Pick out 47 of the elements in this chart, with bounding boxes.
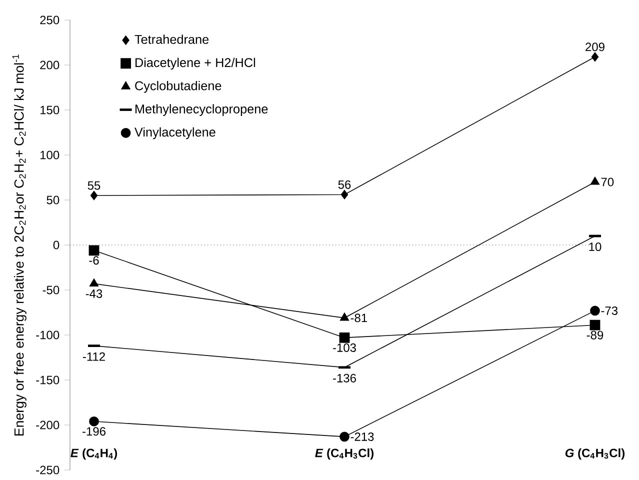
data-label: -196 (82, 427, 106, 436)
point (339, 332, 350, 343)
data-label: -136 (333, 374, 356, 382)
point (590, 320, 600, 330)
point (340, 312, 350, 321)
data-label: 70 (601, 178, 614, 186)
point (88, 245, 100, 256)
point (340, 432, 350, 442)
data-label: -213 (350, 432, 374, 441)
text: Energy or free energy relative to 2C$_{2}$H$_{2}$or C$_{2}$H$_{2}$+ C$_{2}$HCl/ kJ mol$^{-1}$ (12, 54, 26, 436)
point (591, 52, 599, 62)
y-tick-label: 100 (40, 150, 60, 160)
y-tick-label: 0 (53, 240, 60, 250)
data-label: -89 (586, 330, 604, 340)
point (340, 190, 348, 200)
data-label: -43 (86, 289, 102, 298)
data-label: 209 (586, 42, 604, 52)
legend-label: Cyclobutadiene (135, 80, 222, 93)
y-tick-label: -100 (36, 330, 60, 340)
data-label: 56 (338, 180, 351, 189)
y-tick-label: -50 (42, 286, 60, 294)
legend-label: Diacetylene + H2/HCl (136, 58, 256, 70)
x-tick-label: E (C$_{4}$H$_{4}$) (70, 448, 118, 460)
data-label: -103 (333, 343, 356, 352)
data-label: -81 (350, 314, 367, 322)
legend-label: Methylenecyclopropene (136, 104, 268, 116)
data-label: 10 (589, 242, 602, 252)
y-tick-label: 250 (40, 16, 60, 24)
point (590, 176, 600, 185)
point (89, 416, 99, 426)
legend-label: Vinylacetylene (134, 127, 216, 140)
data-label: -112 (82, 352, 105, 361)
point (89, 278, 99, 286)
y-tick-label: -150 (36, 376, 60, 384)
data-label: -73 (601, 306, 618, 315)
x-tick-label: G (C$_{4}$H$_{3}$Cl) (565, 448, 625, 460)
y-tick-label: -200 (36, 420, 60, 430)
data-label: -6 (89, 256, 99, 265)
y-tick-label: -250 (36, 466, 60, 474)
data-label: 55 (88, 181, 100, 190)
y-tick-label: 200 (40, 60, 60, 70)
legend-label: Tetrahedrane (134, 34, 209, 44)
point (590, 306, 600, 316)
y-tick-label: 150 (40, 106, 60, 114)
point (90, 190, 98, 200)
y-tick-label: 50 (46, 196, 60, 204)
x-tick-label: E (C$_{4}$H$_{3}$Cl) (315, 448, 374, 460)
